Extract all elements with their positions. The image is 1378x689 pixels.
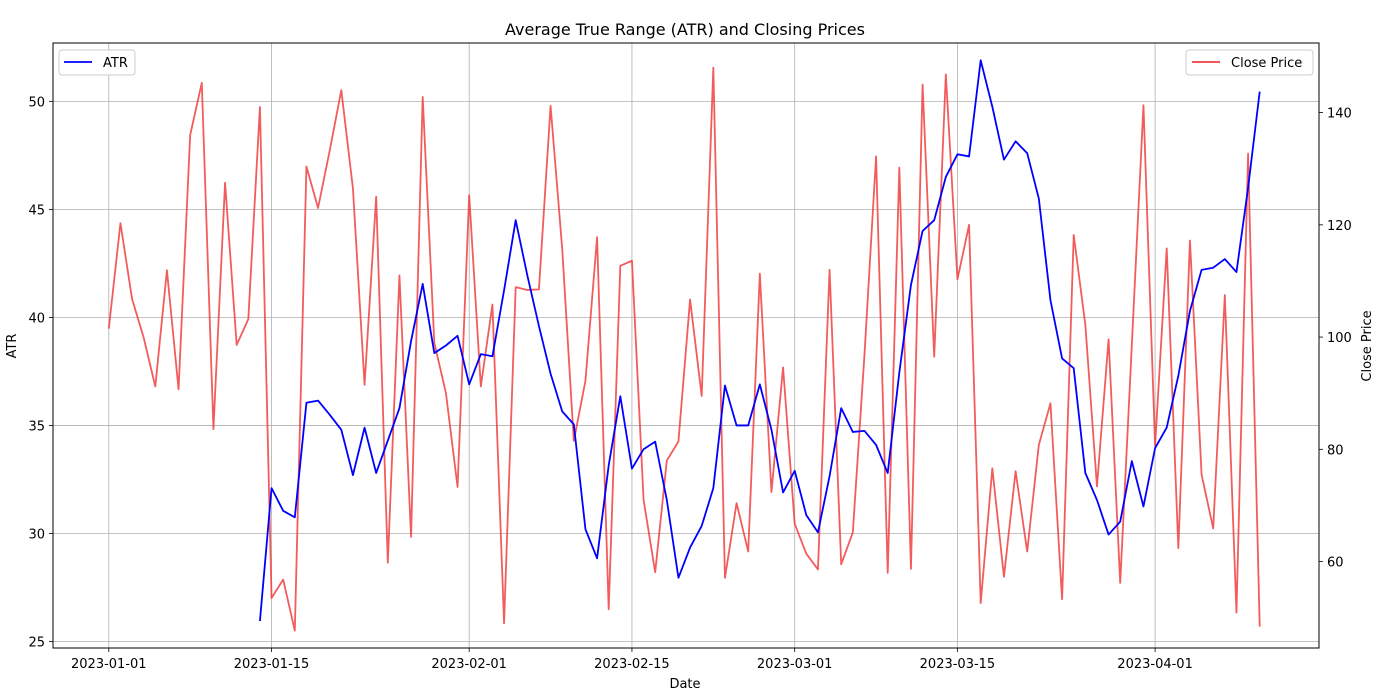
legend-atr-box [58,49,136,76]
x-tick-label: 2023-01-15 [234,657,310,672]
legend-close-box [1185,49,1314,76]
x-tick-label: 2023-04-01 [1117,657,1193,672]
y-left-tick-label: 50 [28,95,45,110]
legend-close-price: Close Price [1185,49,1314,76]
y-right-tick-label: 120 [1327,219,1352,234]
y-left-tick-label: 30 [28,527,45,542]
y-left-tick-label: 45 [28,203,45,218]
series-line-atr [259,59,1261,622]
y-left-tick-label: 40 [28,311,45,326]
legend-atr-label: ATR [103,56,128,71]
x-axis-label: Date [669,677,700,689]
y-left-axis-label: ATR [5,334,20,359]
x-axis-ticks: 2023-01-01 2023-01-15 2023-02-01 2023-02-15… [71,648,1193,672]
y-left-tick-label: 25 [28,636,45,651]
plot-frame [52,42,1320,649]
y-right-tick-label: 60 [1327,556,1344,571]
y-left-tick-label: 35 [28,419,45,434]
series-atr [259,59,1261,622]
x-tick-label: 2023-03-15 [920,657,996,672]
x-tick-label: 2023-02-15 [594,657,670,672]
y-right-tick-label: 80 [1327,443,1344,458]
x-tick-label: 2023-02-01 [431,657,507,672]
y-right-tick-label: 140 [1327,107,1352,122]
legend-atr: ATR [58,49,136,76]
legend-close-label: Close Price [1231,56,1302,71]
x-tick-label: 2023-03-01 [757,657,833,672]
y-right-axis-label: Close Price [1360,310,1375,381]
series-close-price [107,66,1261,632]
y-right-tick-label: 100 [1327,331,1352,346]
chart-title: Average True Range (ATR) and Closing Pri… [505,20,865,39]
grid-lines [53,43,1319,648]
series-line-close-price [107,66,1261,632]
y-right-axis-ticks: 60 80 100 120 140 [1319,107,1352,571]
y-left-axis-ticks: 25 30 35 40 45 50 [28,95,53,651]
x-tick-label: 2023-01-01 [71,657,147,672]
